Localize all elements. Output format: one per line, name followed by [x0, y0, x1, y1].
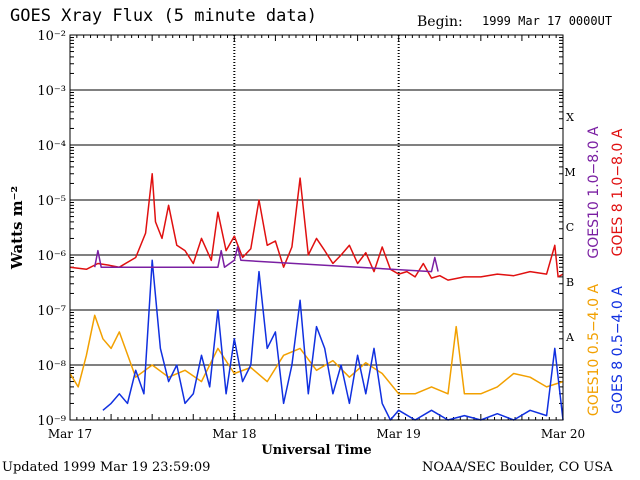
y-tick-label: 10⁻⁹: [37, 414, 66, 429]
series-line: [102, 259, 564, 421]
y-tick-label: 10⁻⁵: [37, 194, 66, 209]
series-line: [93, 246, 439, 273]
legend-entry: GOES10 0.5−4.0 A: [586, 284, 602, 417]
flare-class-label: B: [566, 276, 574, 289]
x-tick-label: Mar 18: [212, 427, 256, 441]
y-tick-label: 10⁻⁴: [37, 139, 66, 154]
begin-label: Begin:: [417, 14, 463, 30]
begin-value: 1999 Mar 17 0000UT: [482, 14, 613, 28]
y-tick-label: 10⁻⁶: [37, 249, 66, 264]
plot-frame: [69, 34, 564, 421]
y-tick-label: 10⁻⁷: [37, 304, 66, 319]
chart-series: [69, 173, 564, 421]
x-tick-label: Mar 19: [377, 427, 421, 441]
flare-class-label: A: [565, 331, 575, 344]
y-axis-title: Watts m⁻²: [8, 186, 26, 270]
series-line: [69, 314, 564, 395]
series-line: [69, 173, 564, 281]
y-tick-label: 10⁻⁸: [37, 359, 66, 374]
updated-timestamp: Updated 1999 Mar 19 23:59:09: [2, 460, 211, 475]
legend-entry: GOES 8 1.0−8.0 A: [610, 128, 626, 256]
x-tick-label: Mar 17: [48, 427, 92, 441]
legend-entry: GOES 8 0.5−4.0 A: [610, 286, 626, 414]
x-axis-title: Universal Time: [261, 443, 371, 458]
flare-class-label: C: [566, 221, 574, 234]
legend-entry: GOES10 1.0−8.0 A: [586, 126, 602, 259]
chart-title: GOES Xray Flux (5 minute data): [10, 6, 318, 26]
y-tick-label: 10⁻³: [37, 84, 66, 99]
credit-line: NOAA/SEC Boulder, CO USA: [422, 460, 613, 475]
flare-class-label: X: [566, 111, 574, 124]
x-tick-label: Mar 20: [541, 427, 585, 441]
y-tick-label: 10⁻²: [37, 29, 66, 44]
chart-grid: [70, 34, 563, 421]
flare-class-label: M: [564, 166, 575, 179]
chart-labels: 10⁻⁹ 10⁻⁸ 10⁻⁷ 10⁻⁶ 10⁻⁵ 10⁻⁴ 10⁻³ 10⁻² Mar 17 Ma…: [8, 29, 626, 458]
